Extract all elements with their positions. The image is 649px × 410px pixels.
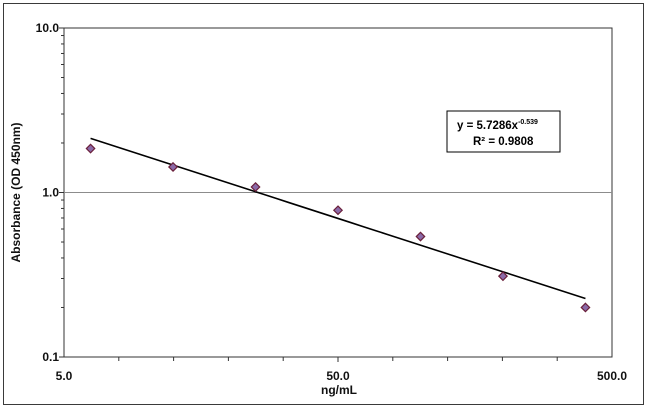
equation-text: y = 5.7286x-0.539: [457, 119, 538, 132]
data-point-6: [497, 271, 509, 282]
y-tick-label-1: 1.0: [42, 186, 59, 200]
y-axis-title: Absorbance (OD 450nm): [9, 122, 23, 262]
equation-box-border: [446, 110, 561, 153]
y-minor-ticks: [59, 27, 64, 358]
x-tick-label-500: 500.0: [597, 369, 627, 383]
equation-exponent: -0.539: [518, 119, 538, 126]
x-axis-title: ng/mL: [321, 383, 357, 397]
y-tick-label-10: 10.0: [36, 21, 60, 35]
x-tick-label-50: 50.0: [326, 369, 350, 383]
data-point-3: [250, 181, 261, 193]
data-point-4: [332, 205, 344, 216]
data-point-1: [85, 143, 96, 154]
data-point-7: [580, 302, 591, 313]
chart-frame: 5.0 50.0 500.0 10.0 1.0 0.1 ng/mL Absorb…: [3, 3, 644, 405]
r-squared-text: R² = 0.9808: [473, 136, 534, 148]
data-point-5: [415, 231, 426, 242]
power-curve-chart: 5.0 50.0 500.0 10.0 1.0 0.1 ng/mL Absorb…: [9, 21, 627, 397]
x-minor-ticks: [118, 357, 558, 362]
data-point-2: [167, 161, 179, 172]
x-tick-label-5: 5.0: [56, 369, 73, 383]
data-points: [85, 143, 591, 313]
equation-box: y = 5.7286x-0.539 R² = 0.9808: [446, 110, 561, 153]
equation-main: y = 5.7286x: [457, 120, 519, 132]
y-tick-label-0-1: 0.1: [42, 350, 59, 364]
